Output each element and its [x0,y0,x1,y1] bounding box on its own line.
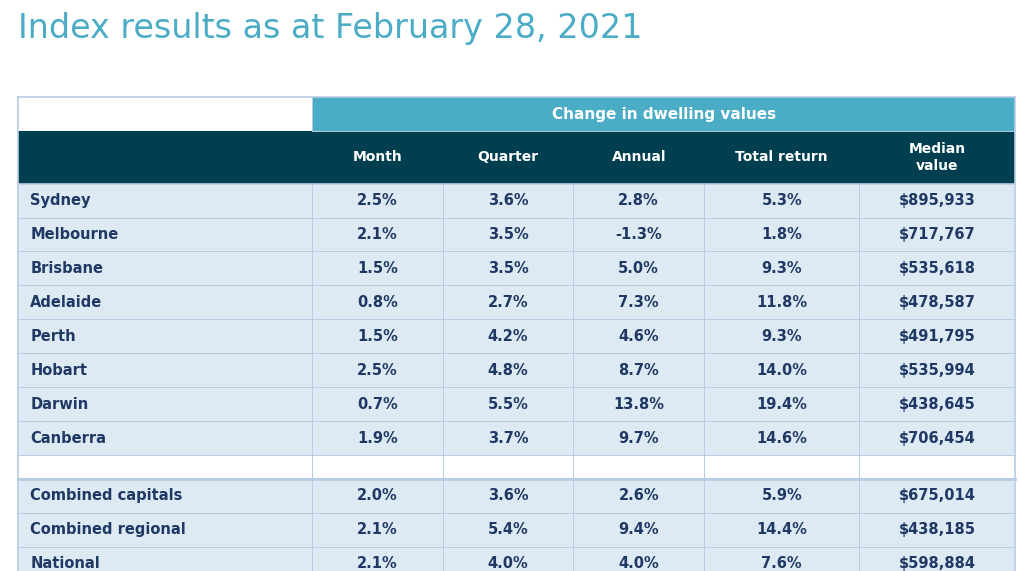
Text: Median
value: Median value [908,142,965,172]
Text: Combined capitals: Combined capitals [31,488,182,504]
Bar [312,97,1014,131]
Text: $535,618: $535,618 [898,261,975,276]
Text: $478,587: $478,587 [898,295,974,310]
Text: 5.5%: 5.5% [487,397,528,412]
Bar [18,319,1014,353]
Text: 7.6%: 7.6% [760,556,801,571]
Text: Darwin: Darwin [31,397,89,412]
Text: 3.5%: 3.5% [487,261,528,276]
Text: Quarter: Quarter [477,150,538,164]
Text: Change in dwelling values: Change in dwelling values [551,107,774,122]
Text: Melbourne: Melbourne [31,227,118,242]
Text: Total return: Total return [735,150,827,164]
Text: 1.8%: 1.8% [760,227,801,242]
Text: $438,645: $438,645 [898,397,974,412]
Text: Canberra: Canberra [31,431,106,445]
Text: $535,994: $535,994 [898,363,974,377]
Text: $706,454: $706,454 [898,431,974,445]
Bar [18,251,1014,286]
Text: 2.7%: 2.7% [487,295,528,310]
Text: 3.7%: 3.7% [487,431,528,445]
Text: Adelaide: Adelaide [31,295,103,310]
Bar [18,184,1014,218]
Text: 4.2%: 4.2% [487,329,528,344]
Text: 1.5%: 1.5% [357,261,397,276]
Text: 2.6%: 2.6% [618,488,658,504]
Text: 9.3%: 9.3% [760,261,801,276]
Text: Index results as at February 28, 2021: Index results as at February 28, 2021 [18,13,642,46]
Text: 2.5%: 2.5% [357,363,397,377]
Text: 2.8%: 2.8% [618,193,658,208]
Text: 9.4%: 9.4% [618,522,658,537]
Text: $598,884: $598,884 [898,556,975,571]
Text: 8.7%: 8.7% [618,363,658,377]
Text: $675,014: $675,014 [898,488,974,504]
Text: 5.9%: 5.9% [760,488,801,504]
Text: 4.0%: 4.0% [487,556,528,571]
Text: 3.5%: 3.5% [487,227,528,242]
Text: 9.3%: 9.3% [760,329,801,344]
Text: 7.3%: 7.3% [618,295,658,310]
Text: Brisbane: Brisbane [31,261,103,276]
Text: 3.6%: 3.6% [487,193,528,208]
Text: Sydney: Sydney [31,193,91,208]
Bar [18,353,1014,387]
Text: Annual: Annual [610,150,665,164]
Text: 14.4%: 14.4% [755,522,806,537]
Text: Perth: Perth [31,329,75,344]
Text: 9.7%: 9.7% [618,431,658,445]
Text: 19.4%: 19.4% [755,397,806,412]
Text: 2.1%: 2.1% [357,522,397,537]
Bar [18,547,1014,571]
Text: 11.8%: 11.8% [755,295,806,310]
Text: 5.4%: 5.4% [487,522,528,537]
Bar [18,513,1014,547]
Text: 0.8%: 0.8% [357,295,397,310]
Text: 4.8%: 4.8% [487,363,528,377]
Text: 5.3%: 5.3% [760,193,801,208]
Text: 4.0%: 4.0% [618,556,658,571]
Text: $717,767: $717,767 [898,227,974,242]
Bar [18,455,1014,479]
Text: Month: Month [353,150,403,164]
Text: $438,185: $438,185 [898,522,975,537]
Text: $491,795: $491,795 [898,329,974,344]
Bar [18,131,1014,184]
Text: 2.0%: 2.0% [357,488,397,504]
Text: -1.3%: -1.3% [614,227,661,242]
Text: $895,933: $895,933 [898,193,974,208]
Text: 14.6%: 14.6% [755,431,806,445]
Text: 13.8%: 13.8% [612,397,663,412]
Text: 0.7%: 0.7% [357,397,397,412]
Bar [18,286,1014,319]
Bar [18,421,1014,455]
Text: Hobart: Hobart [31,363,88,377]
Bar [18,218,1014,251]
Bar [18,479,1014,513]
Text: 4.6%: 4.6% [618,329,658,344]
Bar [18,387,1014,421]
Text: 1.9%: 1.9% [357,431,397,445]
Text: 2.1%: 2.1% [357,227,397,242]
Text: Combined regional: Combined regional [31,522,185,537]
Text: 14.0%: 14.0% [755,363,806,377]
Text: 2.5%: 2.5% [357,193,397,208]
Text: National: National [31,556,100,571]
Text: 3.6%: 3.6% [487,488,528,504]
Text: 2.1%: 2.1% [357,556,397,571]
Text: 5.0%: 5.0% [618,261,658,276]
Text: 1.5%: 1.5% [357,329,397,344]
